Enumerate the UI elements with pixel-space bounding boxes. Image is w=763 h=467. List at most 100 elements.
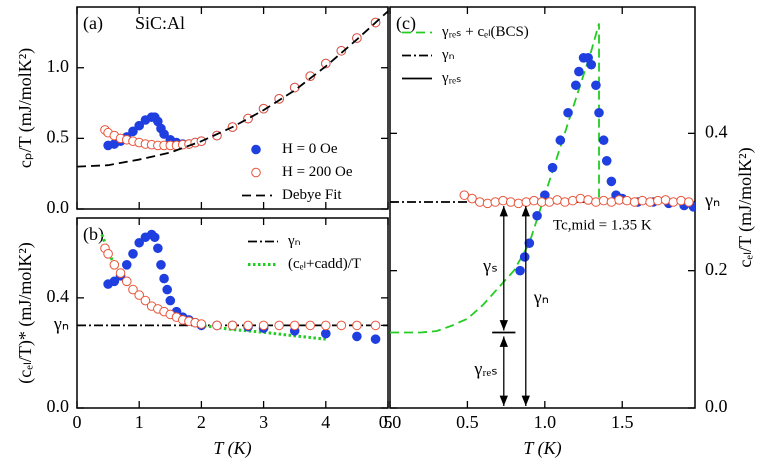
data-point [305,71,316,82]
data-point [274,320,284,331]
data-point [115,268,126,278]
legend-label: H = 200 Oe [282,164,353,180]
data-point [583,195,593,205]
panel-label: (b) [83,224,104,245]
data-line [77,10,388,168]
data-point [321,58,331,69]
data-point [336,320,347,331]
data-point [321,320,331,331]
data-point [594,107,604,118]
data-point [563,107,573,118]
legend-label: γₙ [287,233,301,249]
data-point [128,126,138,137]
x-axis-label: T (K) [213,438,251,459]
legend-label: (cₑₗ+cadd)/T [288,256,361,272]
data-line [390,23,600,334]
data-point [567,195,578,206]
data-point [103,248,113,259]
data-point [482,198,493,209]
data-point [498,195,508,206]
panel-label: (a) [83,13,103,34]
data-point [162,284,172,295]
x-tick-label: 3 [259,412,268,432]
data-point [109,276,120,287]
x-tick-label: 1 [135,412,144,432]
data-point [153,243,163,254]
data-point [159,273,169,284]
data-point [156,260,166,270]
data-point [490,197,501,207]
data-point [676,195,686,206]
data-point [321,328,331,339]
data-point [121,276,132,287]
legend-marker [251,144,261,155]
data-point [474,197,485,207]
data-point [575,193,586,204]
data-point [134,237,144,248]
data-point [598,195,609,206]
data-point [258,103,269,114]
x-tick-label: 1.0 [534,412,557,432]
y-tick-label: 0.0 [47,396,70,416]
data-point [243,113,253,124]
data-point [289,320,300,331]
data-point [134,290,144,300]
data-point [519,252,530,262]
data-point [128,284,138,295]
data-point [370,334,381,344]
data-point [370,320,381,331]
x-tick-label: 4 [321,412,330,432]
data-point [505,197,516,207]
data-point [529,195,539,206]
data-point [684,197,694,207]
y-tick-label: 0.5 [47,126,70,146]
legend-label: Debye Fit [282,187,342,203]
plot-frame [76,217,389,409]
data-point [258,320,269,331]
x-tick-label: 0.5 [456,412,479,432]
data-point [660,195,671,205]
x-tick-label: 0.0 [379,412,402,432]
y-tick-label: 0.2 [705,259,728,279]
data-point [645,197,655,207]
plot-frame [389,6,696,409]
x-axis-label: T (K) [523,438,561,459]
data-point [109,260,120,270]
data-point [128,248,138,259]
x-tick-label: 2 [197,412,206,432]
y-axis-label: (cₑₗ/T)* (mJ/molK²) [15,242,36,383]
data-point [586,59,597,70]
y-axis-label: cₑₗ/T (mJ/molK²) [735,147,756,267]
data-point [521,197,532,207]
data-point [243,320,253,331]
data-point [212,320,222,331]
data-point [467,193,477,204]
y-tick-label: 1.0 [47,56,70,76]
x-tick-label: 5 [384,412,393,432]
data-point [622,195,632,206]
data-point [601,156,612,166]
data-point [513,198,524,209]
data-point [159,129,169,139]
data-point [598,135,609,146]
data-point [134,120,144,131]
panel-label: (c) [396,13,416,34]
data-point [140,295,151,306]
annotation: γᵣₑₛ [473,358,497,378]
legend-label: γₙ [441,47,455,63]
legend-marker [251,167,261,178]
x-tick-label: 0 [73,412,82,432]
data-point [606,176,617,187]
data-point [352,320,362,331]
y-tick-label: γₙ [53,314,69,334]
annotation: γₛ [482,255,498,275]
data-point [606,197,617,207]
x-tick-label: 1.5 [611,412,634,432]
data-point [459,190,470,200]
y-axis-label: cₚ/T (mJ/molK²) [15,48,36,168]
data-point [121,260,132,270]
data-point [336,45,347,56]
data-point [629,197,640,207]
y-tick-label: 0.0 [705,396,728,416]
